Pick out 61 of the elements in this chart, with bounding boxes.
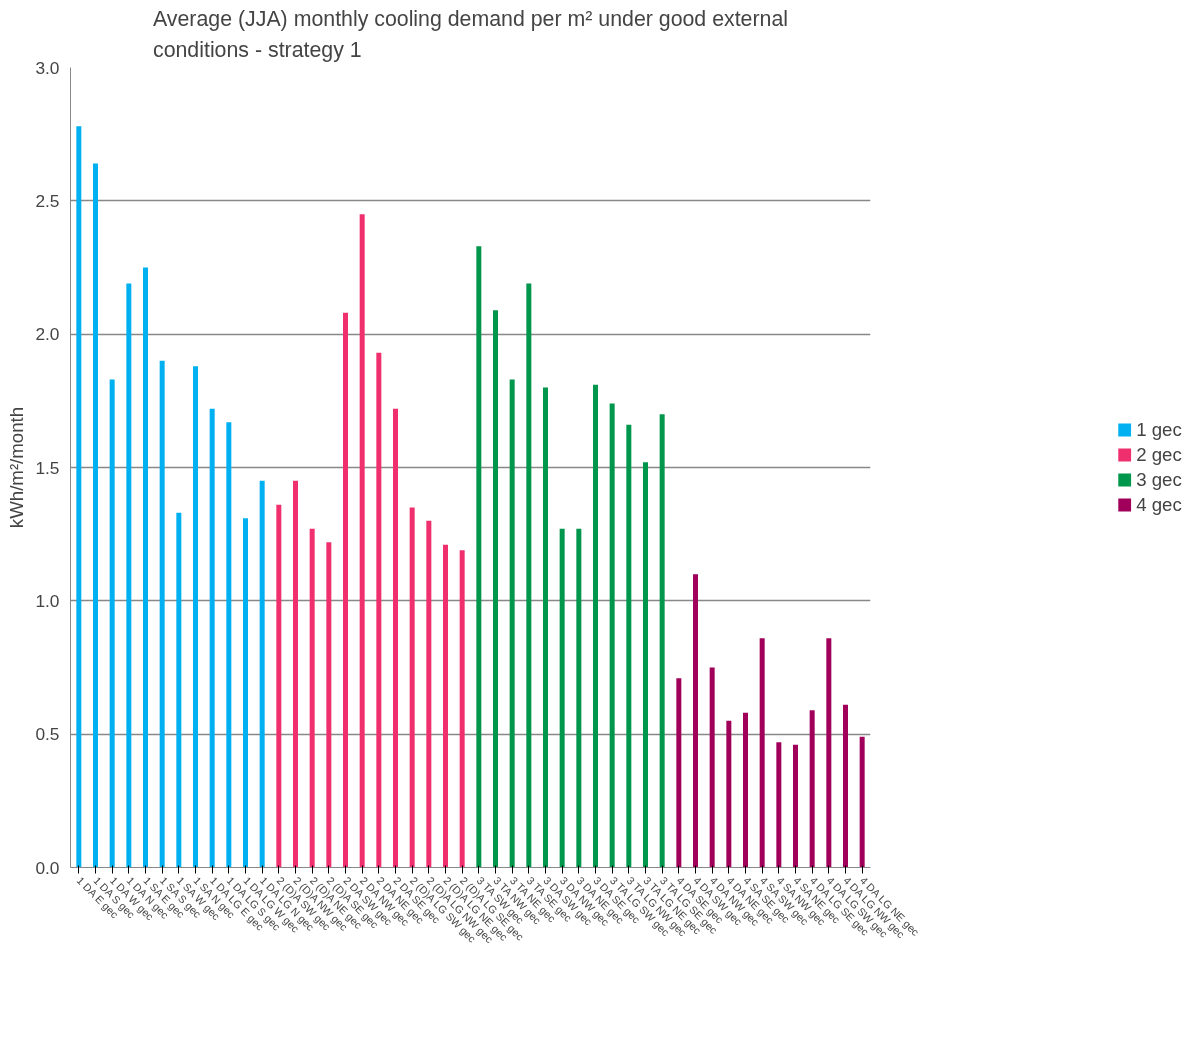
bar [343, 312, 348, 868]
bar [726, 720, 732, 868]
bar [476, 246, 482, 868]
bar [209, 408, 215, 868]
bar [543, 387, 548, 868]
bar [309, 528, 315, 868]
bar [409, 507, 415, 868]
bar [559, 528, 565, 868]
bar [293, 480, 298, 868]
bar [326, 542, 332, 868]
bar [826, 638, 832, 868]
bar [359, 214, 365, 868]
bar [393, 408, 398, 868]
bar [676, 678, 682, 868]
y-tick-label: 2.0 [35, 324, 60, 345]
bar [843, 704, 848, 868]
bar [243, 518, 248, 868]
y-tick-label: 1.5 [35, 457, 60, 478]
y-tick-label: 0.0 [35, 857, 60, 878]
chart-title: Average (JJA) monthly cooling demand per m² under good external conditions - strategy 1 [152, 7, 789, 63]
bar [443, 544, 448, 868]
bar [126, 283, 132, 868]
bar [709, 667, 715, 868]
bar [493, 310, 498, 868]
legend-label: 4 gec [1136, 493, 1182, 516]
bar [226, 422, 232, 868]
bar [376, 352, 382, 868]
bar [76, 126, 82, 868]
bar [776, 742, 782, 868]
bar [93, 163, 98, 868]
bar [593, 384, 598, 868]
bar [109, 379, 115, 868]
bar [143, 267, 148, 868]
bar [193, 366, 198, 868]
bar [176, 512, 182, 868]
y-tick-label: 3.0 [35, 57, 60, 78]
bar [809, 710, 815, 868]
legend-label: 3 gec [1136, 468, 1182, 491]
legend-label: 2 gec [1136, 443, 1182, 466]
y-tick-label: 2.5 [35, 190, 60, 211]
bar [743, 712, 748, 868]
bar [459, 550, 465, 868]
bar [159, 360, 165, 868]
bar [426, 520, 432, 868]
bar [576, 528, 582, 868]
bar [659, 414, 665, 868]
y-tick-label: 0.5 [35, 724, 60, 745]
bar [276, 504, 282, 868]
bar [859, 736, 865, 868]
bar [259, 480, 265, 868]
y-tick-label: 1.0 [35, 590, 60, 611]
y-axis-title: kWh/m²/month [6, 406, 28, 529]
bar [693, 574, 698, 868]
bar [509, 379, 515, 868]
bar [526, 283, 532, 868]
legend-label: 1 gec [1136, 418, 1182, 441]
bar [626, 424, 632, 868]
bar [643, 462, 648, 868]
bar [759, 638, 765, 868]
bar [609, 403, 615, 868]
bar [793, 744, 798, 868]
